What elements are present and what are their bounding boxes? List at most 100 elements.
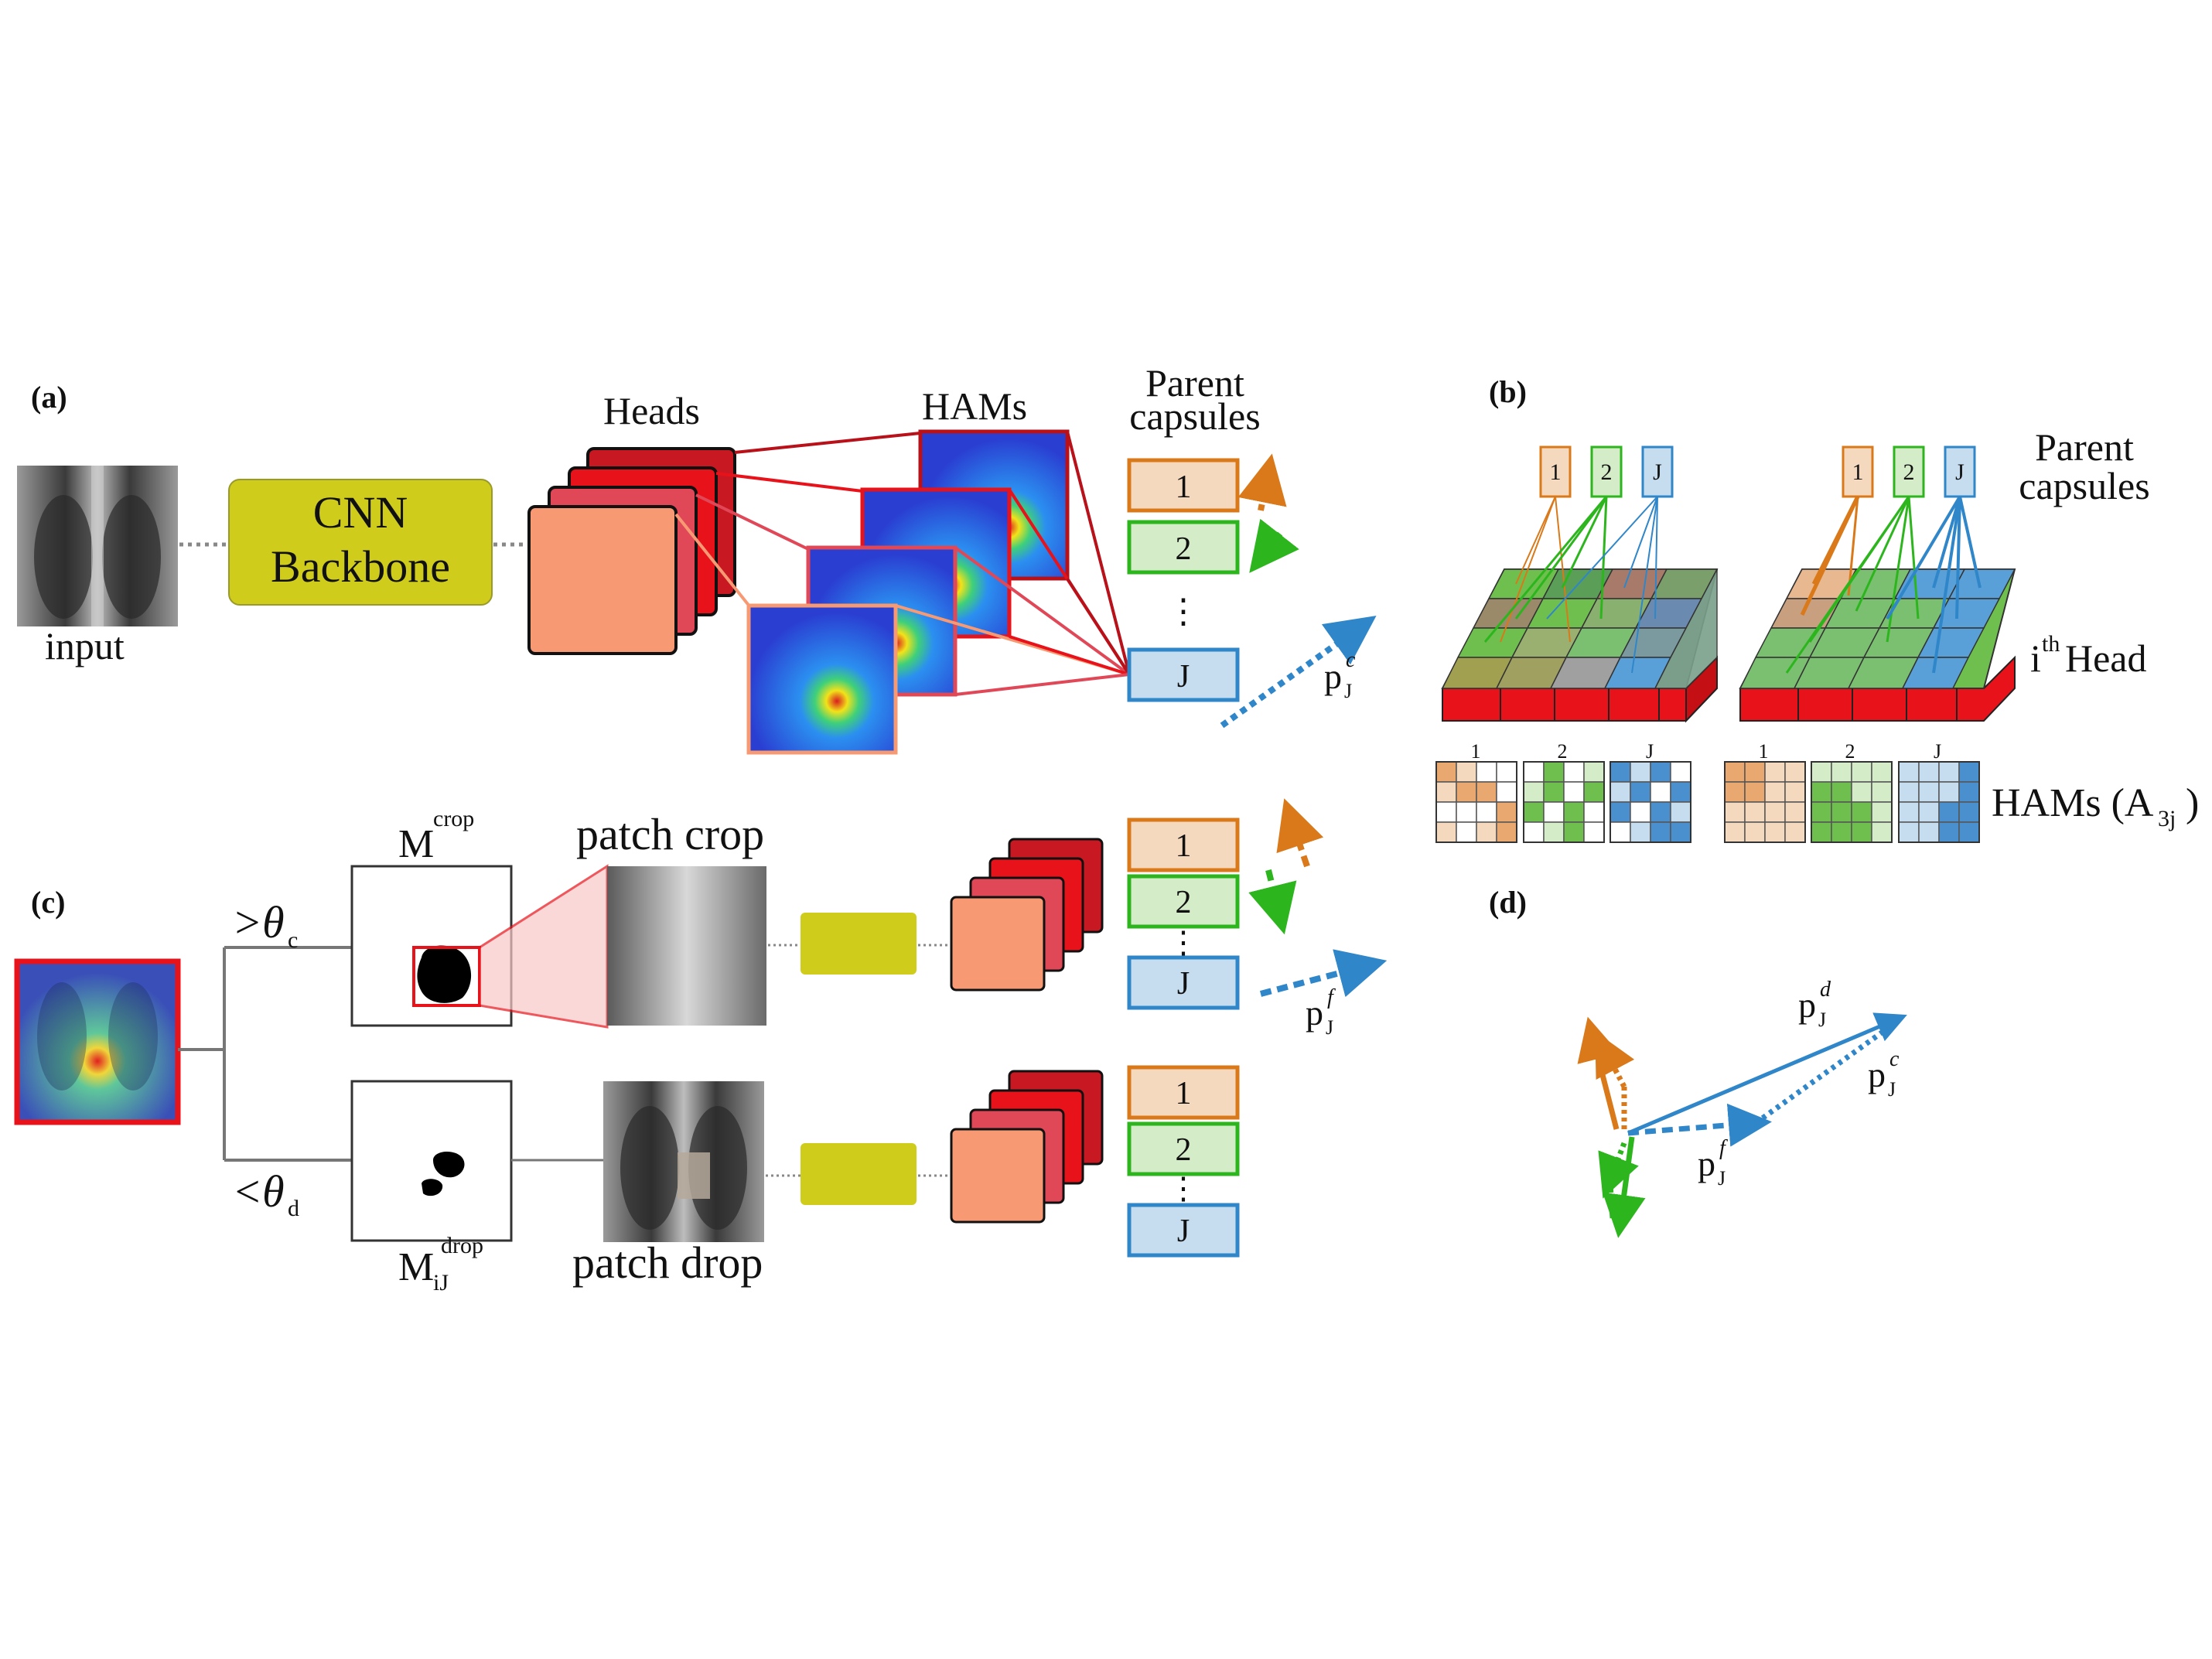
svg-text:d: d (1820, 978, 1831, 1002)
capsule-J-a: J (1127, 647, 1240, 702)
capsule-2-c-crop: 2 (1127, 874, 1240, 929)
threshold-crop-label: >θ c (232, 897, 298, 953)
routing-lines-right (1785, 495, 1982, 674)
svg-text:M: M (398, 1245, 434, 1289)
svg-text:J: J (1818, 1009, 1826, 1031)
b-capsule-2-left: 2 (1590, 445, 1623, 498)
svg-text:1: 1 (1852, 459, 1864, 485)
cnn-backbone-block (228, 479, 493, 606)
backbone-label-line1: CNN (313, 487, 408, 538)
crop-zoom-wedge (478, 864, 609, 1029)
green-dotted-arrow-a (1249, 518, 1299, 573)
svg-text:c: c (1889, 1047, 1900, 1071)
svg-text:f: f (1719, 1136, 1728, 1160)
svg-text:J: J (1177, 966, 1190, 1002)
svg-text:i: i (2030, 637, 2041, 680)
svg-text:f: f (1327, 985, 1336, 1009)
mdrop-mask (350, 1080, 513, 1242)
ham-idx-J-left: J (1646, 740, 1654, 763)
capsule-ellipsis-c: ⋮ (1168, 925, 1199, 960)
b-capsule-J-left: J (1641, 445, 1674, 498)
green-dashed-arrow-c (1248, 869, 1297, 935)
ham-idx-2-right: 2 (1845, 740, 1855, 763)
svg-text:M: M (398, 822, 434, 866)
capsule-1-c-crop: 1 (1127, 818, 1240, 872)
blue-dotted-arrow-pc (1220, 616, 1377, 729)
capsule-2-a: 2 (1127, 520, 1240, 575)
heads-stack-crop (950, 838, 1104, 992)
capsule-1-c-drop: 1 (1127, 1065, 1240, 1120)
svg-text:2: 2 (1176, 885, 1192, 920)
svg-text:2: 2 (1601, 459, 1613, 485)
svg-text:p: p (1798, 985, 1816, 1025)
svg-text:c: c (1346, 648, 1356, 672)
svg-text:p: p (1868, 1055, 1886, 1094)
svg-text:2: 2 (1176, 531, 1192, 567)
svg-text:p: p (1324, 657, 1342, 696)
backbone-label-line2: Backbone (271, 541, 450, 592)
svg-text:th: th (2042, 631, 2060, 657)
capsule-ellipsis-c-drop: ⋮ (1168, 1171, 1199, 1206)
panel-label-a: (a) (31, 380, 67, 415)
capsule-J-c-crop: J (1127, 955, 1240, 1010)
capsule-1-a: 1 (1127, 458, 1240, 513)
svg-text:): ) (2186, 781, 2199, 825)
threshold-drop-label: <θ d (232, 1166, 299, 1221)
ham-grid-left-J (1610, 761, 1691, 843)
svg-text:J: J (1718, 1167, 1726, 1190)
svg-text:1: 1 (1176, 469, 1192, 505)
hams-a3j-label: HAMs (A 3j ) (1992, 781, 2199, 831)
pd-label-d: p J d (1798, 978, 1831, 1031)
svg-text:c: c (288, 927, 298, 953)
parent-capsules-label-a-2: capsules (1129, 394, 1260, 438)
svg-text:J: J (1888, 1078, 1896, 1101)
ham-idx-2-left: 2 (1558, 740, 1568, 763)
panel-label-c: (c) (31, 885, 65, 920)
head-grid-left (1441, 568, 1719, 723)
svg-text:3j: 3j (2158, 806, 2176, 831)
ham-grid-left-1 (1435, 761, 1517, 843)
svg-text:iJ: iJ (433, 1270, 449, 1295)
svg-text:2: 2 (1176, 1132, 1192, 1168)
backbone-block-crop (800, 913, 917, 975)
hams-label: HAMs (922, 384, 1027, 428)
pf-label-c: p J f (1306, 985, 1336, 1039)
pc-label-a: p J c (1324, 648, 1356, 702)
svg-text:drop: drop (441, 1233, 483, 1258)
ham-grids (1435, 761, 1980, 843)
svg-text:1: 1 (1550, 459, 1562, 485)
svg-text:J: J (1955, 459, 1965, 485)
mdrop-label: M iJ drop (398, 1233, 483, 1295)
svg-text:J: J (1653, 459, 1662, 485)
svg-text:Head: Head (2065, 637, 2147, 680)
panel-label-b: (b) (1489, 374, 1527, 409)
orange-dotted-arrow-a (1237, 453, 1287, 511)
capsule-J-c-drop: J (1127, 1203, 1240, 1258)
routing-lines-left (1483, 496, 1658, 674)
blue-dashed-arrow-pf (1259, 949, 1388, 998)
backbone-block-drop (800, 1143, 917, 1205)
svg-text:crop: crop (433, 806, 474, 831)
b-capsule-1-left: 1 (1539, 445, 1572, 498)
svg-text:J: J (1177, 659, 1190, 695)
capsule-ellipsis-a: ⋮ (1166, 592, 1200, 630)
patch-crop-label: patch crop (576, 809, 764, 859)
svg-text:p: p (1698, 1144, 1715, 1183)
ham-grid-right-1 (1724, 761, 1806, 843)
b-capsule-2-right: 2 (1893, 445, 1925, 498)
input-xray-image (17, 466, 178, 626)
ith-head-label: i th Head (2030, 631, 2147, 680)
svg-text:J: J (1344, 680, 1352, 702)
pc-label-d: p J c (1868, 1047, 1900, 1101)
mdrop-blob (422, 1151, 465, 1196)
svg-text:>θ: >θ (232, 897, 285, 947)
svg-text:J: J (1326, 1016, 1333, 1039)
capsule-2-c-drop: 2 (1127, 1121, 1240, 1176)
svg-text:2: 2 (1903, 459, 1915, 485)
ham-idx-1-right: 1 (1759, 740, 1769, 763)
parent-capsules-label-a-1: Parent (1145, 361, 1244, 405)
svg-text:1: 1 (1176, 1076, 1192, 1111)
b-capsule-J-right: J (1944, 445, 1976, 498)
svg-text:HAMs (A: HAMs (A (1992, 781, 2154, 825)
svg-text:p: p (1306, 993, 1323, 1033)
